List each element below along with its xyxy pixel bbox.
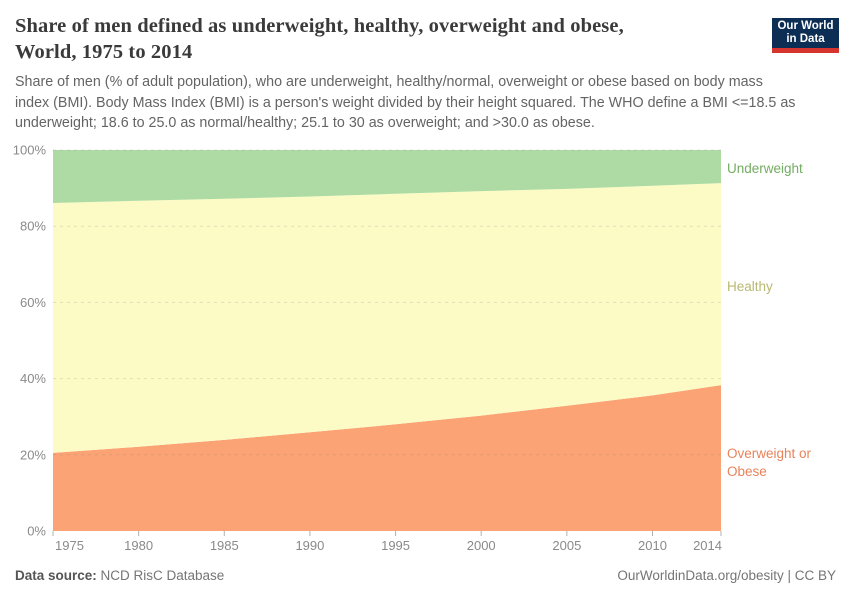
y-tick-label-20: 20%	[20, 447, 46, 462]
x-tick-label-1975: 1975	[55, 538, 84, 553]
y-tick-label-0: 0%	[27, 524, 46, 539]
chart-subtitle-line-2: index (BMI). Body Mass Index (BMI) is a …	[15, 94, 796, 111]
y-tick-label-80: 80%	[20, 219, 46, 234]
x-tick-label-2010: 2010	[638, 538, 667, 553]
data-source-note: Data source: NCD RisC Database	[15, 568, 224, 583]
x-tick-label-1990: 1990	[295, 538, 324, 553]
y-tick-label-60: 60%	[20, 295, 46, 310]
area-healthy[interactable]	[53, 183, 721, 453]
owid-logo-box: Our World in Data	[772, 18, 839, 48]
x-tick-label-2000: 2000	[467, 538, 496, 553]
owid-logo-red-bar	[772, 48, 839, 53]
stacked-area-chart: 0% 20% 40% 60% 80% 100% 1975 1980 1985 1990 1995 20…	[0, 140, 850, 565]
chart-subtitle: Share of men (% of adult population), wh…	[15, 72, 825, 134]
series-label-overweight-or-obese: Overweight or Obese	[727, 446, 812, 479]
chart-plot-area: 0% 20% 40% 60% 80% 100% 1975 1980 1985 1990 1995 20…	[13, 143, 722, 554]
chart-title-line-2: World, 1975 to 2014	[15, 41, 193, 63]
data-source-value: NCD RisC Database	[96, 568, 225, 583]
chart-subtitle-line-3: underweight; 18.6 to 25.0 as normal/heal…	[15, 115, 595, 131]
x-tick-label-2005: 2005	[552, 538, 581, 553]
owid-logo: Our World in Data	[772, 18, 839, 53]
x-tick-label-1985: 1985	[210, 538, 239, 553]
y-tick-label-40: 40%	[20, 371, 46, 386]
owid-logo-line-1: Our World	[777, 20, 834, 32]
chart-title: Share of men defined as underweight, hea…	[15, 13, 755, 65]
series-label-underweight: Underweight	[727, 161, 803, 176]
area-overweight-or-obese[interactable]	[53, 385, 721, 531]
series-label-healthy: Healthy	[727, 279, 773, 294]
credit-link[interactable]: OurWorldinData.org/obesity | CC BY	[617, 568, 836, 583]
chart-title-line-1: Share of men defined as underweight, hea…	[15, 15, 624, 37]
chart-subtitle-line-1: Share of men (% of adult population), wh…	[15, 74, 763, 90]
x-tick-label-1980: 1980	[124, 538, 153, 553]
owid-logo-line-2: in Data	[786, 33, 825, 45]
area-underweight[interactable]	[53, 150, 721, 203]
y-tick-label-100: 100%	[13, 143, 47, 158]
data-source-label: Data source:	[15, 568, 97, 583]
x-tick-label-2014: 2014	[693, 538, 722, 553]
x-tick-label-1995: 1995	[381, 538, 410, 553]
